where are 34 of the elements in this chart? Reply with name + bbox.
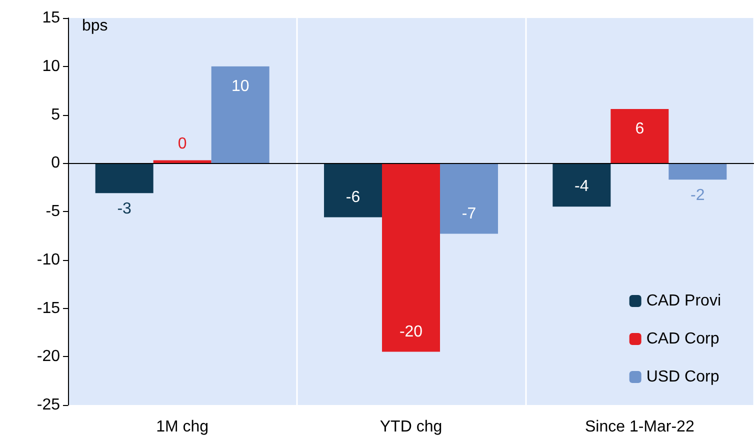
- data-label: 0: [178, 136, 187, 153]
- x-tick-label: Since 1-Mar-22: [584, 418, 694, 436]
- data-label: -4: [574, 178, 589, 196]
- bar: [552, 163, 611, 207]
- x-tick-label: 1M chg: [156, 418, 209, 436]
- bar: [95, 163, 154, 194]
- data-label: 10: [231, 78, 250, 95]
- bar: [440, 163, 498, 234]
- legend-label: USD Corp: [646, 368, 720, 386]
- bar: [211, 66, 270, 164]
- bar: [153, 160, 212, 164]
- data-label: -6: [346, 188, 360, 206]
- y-tick-label: -20: [36, 348, 60, 366]
- data-label: 6: [635, 120, 644, 138]
- bar: [324, 163, 382, 218]
- y-tick-label: -5: [46, 203, 60, 220]
- data-label: -20: [399, 323, 423, 340]
- y-tick-label: -10: [36, 251, 60, 268]
- data-label: -2: [690, 187, 705, 204]
- y-tick-label: -25: [36, 396, 60, 414]
- data-label: -7: [462, 205, 476, 222]
- legend-label: CAD Corp: [646, 330, 720, 348]
- bar: [382, 163, 440, 352]
- bar: [668, 163, 727, 180]
- y-tick-label: 10: [42, 58, 60, 75]
- data-label: -3: [117, 200, 132, 218]
- x-tick-label: YTD chg: [380, 418, 442, 436]
- y-tick-label: 15: [42, 10, 60, 26]
- legend-label: CAD Provi: [646, 292, 722, 310]
- y-tick-label: 5: [51, 106, 60, 124]
- y-tick-label: -15: [36, 300, 60, 317]
- y-axis-title: bps: [82, 18, 108, 34]
- y-tick-label: 0: [51, 154, 60, 172]
- bar: [610, 108, 669, 164]
